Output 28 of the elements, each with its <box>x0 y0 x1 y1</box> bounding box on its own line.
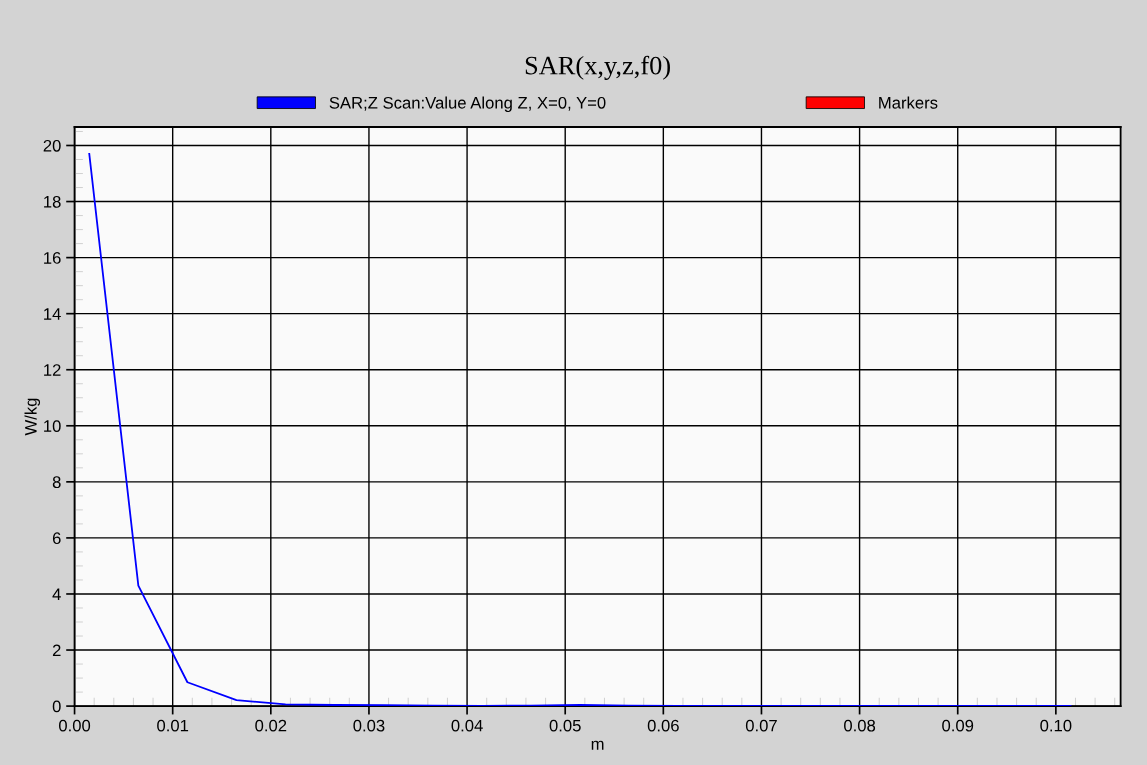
x-tick-label: 0.09 <box>942 719 974 732</box>
y-tick-label: 20 <box>43 139 61 152</box>
y-tick-label: 12 <box>44 364 61 376</box>
x-tick-label: 0.03 <box>353 719 385 732</box>
y-tick-label: 14 <box>44 308 61 320</box>
x-tick-label: 0.07 <box>745 719 777 732</box>
y-tick-label: 2 <box>52 644 61 657</box>
x-tick-label: 0.05 <box>549 719 581 732</box>
y-tick-label: 0 <box>52 700 61 713</box>
y-tick-label: 4 <box>52 588 61 601</box>
y-tick-label: 16 <box>44 252 61 264</box>
x-axis-title: m <box>591 740 604 750</box>
y-tick-label: 10 <box>44 420 61 432</box>
y-axis-title: W/kg <box>24 398 41 436</box>
legend-label: SAR;Z Scan:Value Along Z, X=0, Y=0 <box>329 96 606 112</box>
y-tick-label: 18 <box>44 195 61 208</box>
y-tick-label: 6 <box>52 532 61 545</box>
x-tick-label: 0.02 <box>255 719 287 732</box>
x-tick-label: 0.01 <box>157 719 189 732</box>
x-tick-label: 0.04 <box>451 719 483 732</box>
legend-label: Markers <box>879 96 938 109</box>
line-series <box>88 152 1072 707</box>
x-tick-label: 0.06 <box>647 719 679 732</box>
x-tick-label: 0.08 <box>844 719 876 732</box>
y-tick-label: 8 <box>52 476 61 489</box>
x-tick-label: 0.00 <box>58 719 91 732</box>
x-tick-label: 0.10 <box>1040 719 1072 732</box>
chart-title: SAR(x,y,z,f0) <box>525 55 670 80</box>
